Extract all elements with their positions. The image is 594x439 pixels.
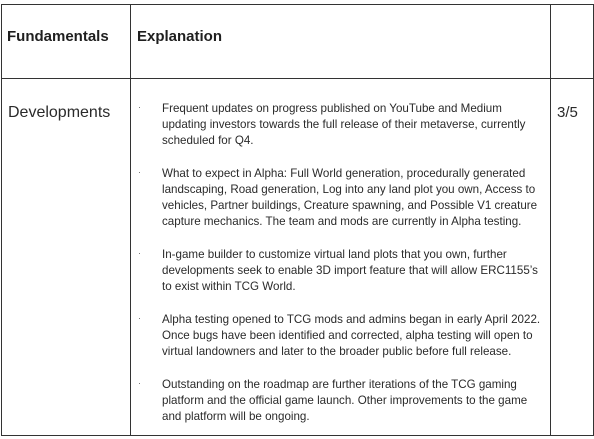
header-fundamentals: Fundamentals xyxy=(1,4,131,79)
list-item: · Frequent updates on progress published… xyxy=(138,101,542,149)
bullet-text: Frequent updates on progress published o… xyxy=(162,102,526,147)
list-item: · What to expect in Alpha: Full World ge… xyxy=(138,166,542,230)
list-item: · Outstanding on the roadmap are further… xyxy=(138,377,542,425)
bullet-marker: · xyxy=(138,378,141,388)
bullet-text: Outstanding on the roadmap are further i… xyxy=(162,378,528,423)
header-score xyxy=(550,4,594,79)
bullet-marker: · xyxy=(138,167,141,177)
score-cell: 3/5 xyxy=(550,78,594,436)
list-item: · In-game builder to customize virtual l… xyxy=(138,247,542,295)
header-row: Fundamentals Explanation xyxy=(1,4,594,79)
bullet-marker: · xyxy=(138,313,141,323)
fundamentals-table: Fundamentals Explanation Developments · … xyxy=(1,4,594,436)
table-row: Developments · Frequent updates on progr… xyxy=(1,78,594,436)
bullet-text: What to expect in Alpha: Full World gene… xyxy=(162,167,538,228)
header-explanation: Explanation xyxy=(130,4,551,79)
explanation-cell: · Frequent updates on progress published… xyxy=(130,78,551,436)
bullet-text: In-game builder to customize virtual lan… xyxy=(162,248,538,293)
list-item: · Alpha testing opened to TCG mods and a… xyxy=(138,312,542,360)
bullet-text: Alpha testing opened to TCG mods and adm… xyxy=(162,313,541,358)
bullet-marker: · xyxy=(138,248,141,258)
bullet-marker: · xyxy=(138,102,141,112)
row-label-developments: Developments xyxy=(1,78,131,436)
